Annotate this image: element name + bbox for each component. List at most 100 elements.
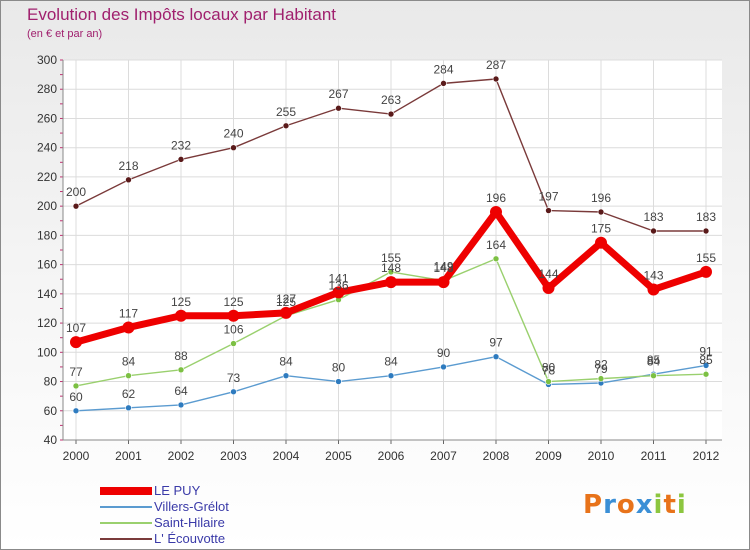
x-tick-label: 2001: [115, 449, 142, 463]
data-point: [282, 372, 290, 379]
data-label: 84: [647, 355, 661, 369]
data-point: [650, 372, 657, 379]
data-point: [440, 363, 447, 371]
data-point: [177, 156, 185, 163]
x-tick-label: 2007: [430, 449, 457, 463]
legend: LE PUY Villers-Grélot Saint-Hilaire L' É…: [100, 483, 360, 547]
data-label: 82: [594, 358, 608, 372]
data-label: 136: [328, 279, 348, 293]
x-tick-label: 2008: [483, 449, 510, 463]
data-point: [702, 362, 710, 369]
y-tick-label: 120: [37, 316, 57, 330]
data-point: [702, 370, 710, 378]
data-label: 175: [591, 222, 611, 236]
legend-item-saint-hilaire[interactable]: Saint-Hilaire: [100, 515, 360, 531]
data-label: 218: [118, 159, 138, 173]
legend-label: Saint-Hilaire: [154, 515, 225, 530]
data-label: 91: [699, 344, 713, 358]
data-label: 148: [381, 261, 401, 275]
series-layer: [70, 75, 712, 415]
data-point: [542, 282, 555, 294]
x-tick-label: 2006: [378, 449, 405, 463]
data-label: 73: [227, 371, 241, 385]
proxiti-logo[interactable]: Proxiti: [583, 490, 687, 520]
x-tick-label: 2000: [63, 449, 90, 463]
data-label: 127: [276, 292, 296, 306]
legend-swatch: [100, 506, 152, 508]
data-label: 125: [223, 295, 243, 309]
data-point: [122, 321, 135, 334]
legend-label: L' Écouvotte: [154, 531, 226, 546]
data-label: 80: [542, 361, 556, 375]
logo-letter: x: [635, 490, 654, 520]
data-label: 255: [276, 105, 296, 119]
data-label: 196: [591, 191, 611, 205]
data-label: 200: [66, 185, 86, 199]
y-tick-label: 300: [37, 53, 57, 67]
data-point: [282, 122, 290, 130]
x-tick-label: 2011: [641, 449, 667, 463]
data-label: 62: [122, 387, 136, 401]
logo-letter: o: [616, 490, 636, 520]
data-point: [647, 283, 660, 296]
legend-label: LE PUY: [154, 483, 201, 498]
legend-item-l-ecouvotte[interactable]: L' Écouvotte: [100, 531, 360, 547]
data-label: 240: [223, 127, 243, 141]
legend-item-le-puy[interactable]: LE PUY: [100, 483, 360, 499]
data-point: [177, 366, 185, 374]
legend-swatch: [100, 487, 152, 495]
data-label: 183: [696, 210, 716, 224]
chart-title: Evolution des Impôts locaux par Habitant: [27, 5, 337, 24]
data-point: [335, 104, 342, 112]
data-label: 106: [223, 323, 243, 337]
data-point: [595, 236, 607, 249]
data-point: [597, 375, 605, 382]
data-label: 85: [699, 353, 713, 367]
data-point: [177, 401, 185, 409]
chart-subtitle: (en € et par an): [27, 28, 103, 40]
data-label: 90: [437, 346, 451, 360]
data-label: 267: [328, 87, 348, 101]
data-label: 77: [69, 365, 83, 379]
x-tick-label: 2004: [273, 449, 300, 463]
data-label: 284: [433, 62, 453, 76]
data-label: 141: [328, 271, 348, 285]
logo-letter: i: [653, 490, 664, 520]
logo-letter: P: [583, 490, 604, 520]
y-tick-label: 280: [37, 82, 57, 96]
data-point: [72, 382, 80, 390]
data-point: [545, 207, 552, 214]
x-tick-label: 2012: [693, 449, 720, 463]
x-tick-label: 2009: [535, 449, 562, 463]
y-tick-label: 240: [37, 141, 57, 155]
data-label: 107: [66, 321, 86, 335]
data-label: 79: [594, 362, 608, 376]
data-point: [72, 202, 80, 210]
logo-letter: i: [676, 490, 687, 520]
data-label: 84: [279, 355, 293, 369]
data-point: [385, 276, 397, 289]
x-tick-label: 2010: [588, 449, 615, 463]
data-label: 80: [332, 361, 346, 375]
data-label: 85: [647, 353, 661, 367]
data-point: [702, 227, 710, 235]
y-tick-label: 180: [37, 228, 57, 242]
data-point: [175, 309, 187, 322]
data-label: 125: [276, 295, 296, 309]
data-label: 287: [486, 58, 506, 72]
legend-item-villers-grelot[interactable]: Villers-Grélot: [100, 499, 360, 515]
data-label: 155: [381, 251, 401, 265]
data-point: [492, 255, 500, 263]
data-label: 97: [489, 336, 503, 350]
x-tick-label: 2005: [325, 449, 352, 463]
data-label: 155: [696, 251, 716, 265]
data-point: [490, 206, 502, 218]
data-point: [332, 286, 345, 299]
data-point: [545, 378, 552, 385]
logo-letter: t: [663, 490, 677, 520]
data-label: 143: [643, 268, 663, 282]
y-tick-label: 80: [44, 375, 58, 389]
data-label: 64: [174, 384, 188, 398]
data-label: 144: [538, 267, 558, 281]
